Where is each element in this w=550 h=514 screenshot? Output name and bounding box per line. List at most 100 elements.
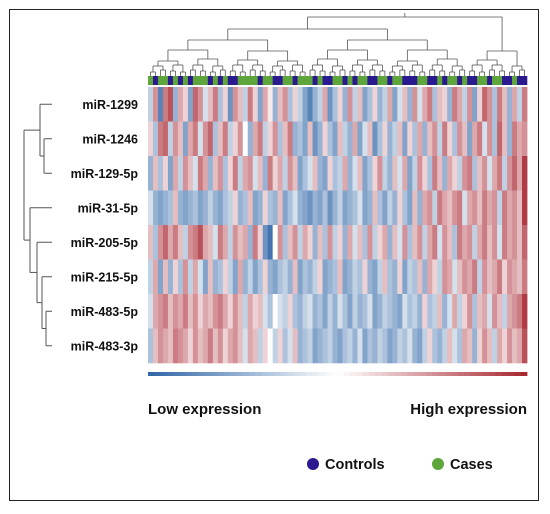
heatmap-cell-7-8	[187, 328, 194, 364]
group-cell-35	[322, 76, 328, 85]
heatmap-cell-0-28	[287, 87, 294, 122]
heatmap-cell-5-53	[412, 259, 418, 295]
color-scale-step-20	[274, 372, 282, 376]
heatmap-cell-2-17	[232, 156, 239, 191]
heatmap-cell-7-58	[437, 328, 443, 364]
heatmap-cell-4-11	[202, 225, 209, 260]
heatmap-cell-5-27	[282, 259, 289, 295]
heatmap-cell-7-59	[442, 328, 448, 364]
group-cell-37	[332, 76, 338, 85]
heatmap-cell-7-48	[387, 328, 393, 364]
heatmap-cell-2-61	[452, 156, 458, 191]
heatmap-cell-6-38	[337, 294, 343, 329]
heatmap-cell-4-33	[312, 225, 318, 260]
heatmap-cell-3-33	[312, 190, 318, 226]
heatmap-cell-1-5	[172, 121, 179, 157]
heatmap-cell-3-57	[432, 190, 438, 226]
heatmap-cell-4-51	[402, 225, 408, 260]
heatmap-cell-6-70	[497, 294, 503, 329]
heatmap-cell-6-27	[282, 294, 289, 329]
heatmap-cell-5-6	[177, 259, 184, 295]
heatmap-cell-1-68	[487, 121, 493, 157]
color-scale-step-28	[324, 372, 332, 376]
heatmap-cell-0-70	[497, 87, 503, 122]
heatmap-cell-3-15	[222, 190, 229, 226]
heatmap-cell-5-14	[217, 259, 224, 295]
color-scale-step-35	[369, 372, 376, 376]
heatmap-cell-5-10	[197, 259, 204, 295]
heatmap-cell-7-51	[402, 328, 408, 364]
heatmap-cell-0-21	[252, 87, 259, 122]
heatmap-cell-1-21	[252, 121, 259, 157]
group-cell-52	[407, 76, 413, 85]
heatmap-cell-2-35	[322, 156, 328, 191]
color-scale-step-0	[148, 372, 155, 376]
heatmap-cell-5-19	[242, 259, 249, 295]
color-scale-step-8	[198, 372, 206, 376]
heatmap-cell-1-55	[422, 121, 428, 157]
heatmap-cell-1-49	[392, 121, 398, 157]
heatmap-cell-5-68	[487, 259, 493, 295]
heatmap-cell-1-52	[407, 121, 413, 157]
heatmap-cell-5-41	[352, 259, 358, 295]
heatmap-cell-3-52	[407, 190, 413, 226]
heatmap-cell-4-43	[362, 225, 368, 260]
color-scale-step-34	[362, 372, 370, 376]
heatmap-cell-2-53	[412, 156, 418, 191]
heatmap-cell-6-33	[312, 294, 318, 329]
heatmap-cell-5-15	[222, 259, 229, 295]
heatmap-cell-2-15	[222, 156, 229, 191]
heatmap-cell-2-36	[327, 156, 333, 191]
heatmap-cell-4-29	[292, 225, 299, 260]
heatmap-cell-0-65	[472, 87, 478, 122]
heatmap-cell-6-4	[167, 294, 174, 329]
group-cell-45	[372, 76, 378, 85]
color-scale-step-4	[173, 372, 180, 376]
heatmap-cell-6-19	[242, 294, 249, 329]
heatmap-cell-1-4	[167, 121, 174, 157]
heatmap-cell-1-30	[297, 121, 303, 157]
heatmap-cell-5-7	[182, 259, 189, 295]
legend-controls-swatch	[307, 458, 319, 470]
heatmap-cell-4-12	[207, 225, 214, 260]
heatmap-cell-1-6	[177, 121, 184, 157]
heatmap-cell-3-28	[287, 190, 294, 226]
heatmap-cell-5-13	[212, 259, 219, 295]
heatmap-cell-0-48	[387, 87, 393, 122]
heatmap-cell-6-59	[442, 294, 448, 329]
group-cell-70	[497, 76, 503, 85]
heatmap-cell-0-71	[502, 87, 508, 122]
heatmap-cell-5-52	[407, 259, 413, 295]
heatmap-cell-2-27	[282, 156, 289, 191]
heatmap-cell-1-16	[227, 121, 234, 157]
heatmap-cell-0-1	[152, 87, 159, 122]
heatmap-cell-4-7	[182, 225, 189, 260]
heatmap-cell-1-33	[312, 121, 318, 157]
group-cell-62	[457, 76, 463, 85]
heatmap-cell-4-54	[417, 225, 423, 260]
group-cell-9	[192, 76, 199, 85]
heatmap-cell-7-47	[382, 328, 388, 364]
heatmap-cell-2-18	[237, 156, 244, 191]
heatmap-cell-6-46	[377, 294, 383, 329]
heatmap-cell-7-70	[497, 328, 503, 364]
heatmap-cell-2-72	[507, 156, 513, 191]
color-scale-step-21	[280, 372, 288, 376]
heatmap-cell-0-3	[162, 87, 169, 122]
heatmap-cell-4-57	[432, 225, 438, 260]
heatmap-cell-6-13	[212, 294, 219, 329]
heatmap-cell-4-2	[157, 225, 164, 260]
color-scale-step-14	[236, 372, 244, 376]
scale-low-label: Low expression	[148, 401, 261, 418]
heatmap-cell-7-73	[512, 328, 518, 364]
heatmap-cell-4-34	[317, 225, 323, 260]
heatmap-cell-7-69	[492, 328, 498, 364]
heatmap-cell-1-36	[327, 121, 333, 157]
group-cell-10	[197, 76, 204, 85]
heatmap-cell-2-41	[352, 156, 358, 191]
heatmap-cell-7-21	[252, 328, 259, 364]
heatmap-cell-3-9	[192, 190, 199, 226]
heatmap-cell-1-53	[412, 121, 418, 157]
heatmap-cell-3-12	[207, 190, 214, 226]
heatmap-cell-1-10	[197, 121, 204, 157]
